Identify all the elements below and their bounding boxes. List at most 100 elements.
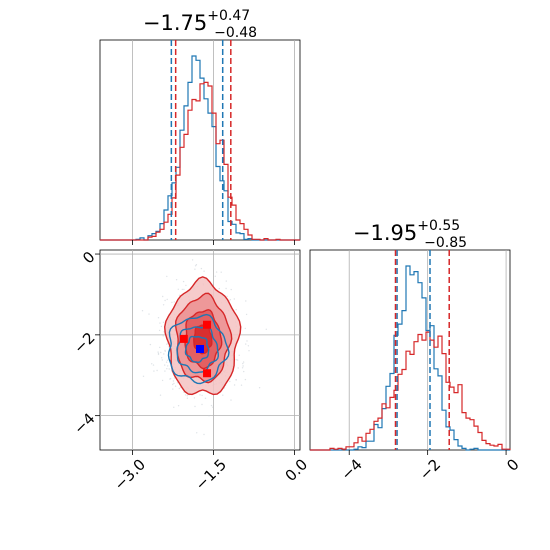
scatter-point <box>157 317 160 319</box>
scatter-point <box>199 394 201 396</box>
scatter-point <box>186 395 188 397</box>
scatter-point <box>157 352 160 355</box>
scatter-point <box>173 406 175 408</box>
scatter-point <box>159 322 161 324</box>
scatter-point <box>161 357 163 359</box>
scatter-point <box>166 359 169 361</box>
scatter-point <box>204 397 207 399</box>
scatter-point <box>235 309 237 311</box>
scatter-point <box>212 406 214 408</box>
blue-contour-level-0 <box>167 313 230 385</box>
scatter-point <box>177 288 179 290</box>
title-param1-median: −1.75 <box>143 11 207 35</box>
scatter-point <box>182 280 185 283</box>
scatter-point <box>149 343 152 346</box>
scatter-point <box>258 387 261 389</box>
hist2-x-tick-label-2: 0 <box>503 455 522 474</box>
scatter-point <box>161 379 164 382</box>
hist-param2-red <box>310 331 511 451</box>
scatter-point <box>177 405 180 407</box>
hist-param1-blue <box>100 55 300 241</box>
scatter-point <box>242 365 244 367</box>
scatter-point <box>160 351 162 354</box>
hist-param1-red <box>100 81 300 241</box>
title-param1-plus: +0.47 <box>207 8 250 24</box>
hist2-x-tick-label-0: −4 <box>337 455 365 483</box>
scatter-point <box>185 284 187 287</box>
hist-param2-blue <box>310 265 510 451</box>
scatter-point <box>194 265 197 267</box>
scatter-point <box>162 335 164 337</box>
joint-y-tick-label-1: −2 <box>70 329 98 357</box>
joint-y-tick-label-0: −4 <box>70 409 98 437</box>
title-param2-minus: −0.85 <box>424 235 467 251</box>
scatter-point <box>178 387 180 390</box>
scatter-point <box>238 354 240 356</box>
scatter-point <box>208 415 210 417</box>
scatter-point <box>172 383 174 386</box>
hist-layer <box>100 55 511 451</box>
scatter-point <box>168 368 170 370</box>
scatter-point <box>178 294 181 296</box>
scatter-point <box>226 295 228 298</box>
scatter-point <box>242 362 244 365</box>
scatter-point <box>183 288 185 291</box>
scatter-point <box>164 370 166 372</box>
marker-layer <box>179 320 212 378</box>
scatter-point <box>157 351 159 353</box>
scatter-point <box>166 275 168 278</box>
scatter-point <box>218 287 220 290</box>
title-param1: −1.75+0.47 −0.48 <box>143 8 257 41</box>
panel-hist-param1-frame <box>99 39 301 241</box>
scatter-point <box>240 384 243 386</box>
scatter-point <box>159 394 162 396</box>
marker-red-2 <box>179 334 188 343</box>
title-param2: −1.95+0.55 −0.85 <box>353 218 467 251</box>
scatter-point <box>172 388 174 390</box>
scatter-point <box>233 384 236 386</box>
scatter-point <box>201 394 203 397</box>
scatter-point <box>225 280 227 282</box>
scatter-point <box>265 328 267 330</box>
scatter-point <box>160 325 163 328</box>
scatter-point <box>222 394 224 396</box>
title-param1-minus: −0.48 <box>214 25 257 41</box>
joint-x-tick-label-2: 0.0 <box>282 455 312 485</box>
scatter-point <box>158 329 161 332</box>
contour-layer <box>163 276 242 396</box>
scatter-point <box>235 379 237 381</box>
scatter-point <box>148 313 150 315</box>
scatter-point <box>229 380 231 383</box>
scatter-point <box>166 368 168 370</box>
scatter-point <box>162 321 165 323</box>
panel-hist-param2-frame <box>309 249 511 451</box>
scatter-point <box>191 259 194 261</box>
joint-x-tick-label-1: −1.5 <box>192 455 230 493</box>
scatter-point <box>175 279 178 281</box>
scatter-point <box>157 353 160 356</box>
scatter-point <box>236 359 239 361</box>
scatter-point <box>194 268 196 270</box>
scatter-point <box>164 364 166 366</box>
scatter-point <box>171 301 173 304</box>
blue-contour-level-2 <box>184 335 210 364</box>
scatter-point <box>166 298 168 301</box>
scatter-point <box>203 433 205 436</box>
scatter-point <box>164 299 166 302</box>
scatter-point <box>151 363 153 365</box>
scatter-point <box>244 378 247 381</box>
scatter-point <box>203 270 205 272</box>
scatter-point <box>174 385 177 387</box>
scatter-point <box>163 353 165 355</box>
scatter-point <box>220 271 222 273</box>
scatter-point <box>201 403 203 406</box>
scatter-point <box>241 367 244 369</box>
scatter-point <box>247 345 250 347</box>
scatter-point <box>215 271 218 273</box>
scatter-point <box>167 365 169 367</box>
scatter-point <box>195 264 198 266</box>
scatter-point <box>162 304 165 306</box>
marker-red-1 <box>203 320 212 329</box>
scatter-point <box>173 301 175 303</box>
